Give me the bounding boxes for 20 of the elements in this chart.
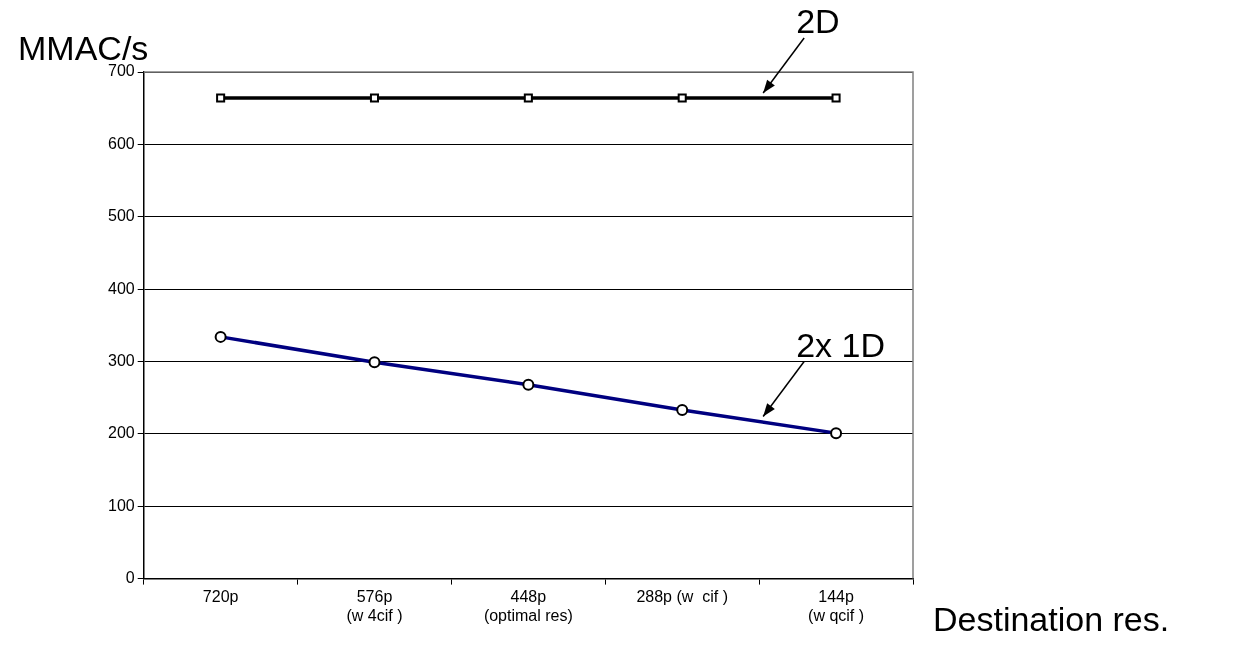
y-tick-label: 500 [107,207,135,225]
point [369,93,380,103]
x-tick-label: 144p (w qcif ) [808,587,865,624]
x-tick-label: 448p (optimal res) [483,587,573,624]
series-label: 2x 1D [796,325,885,364]
series-label: 2D [796,2,840,41]
y-tick-label: 200 [107,424,135,442]
y-tick-label: 0 [125,569,135,587]
y-tick-label: 400 [107,279,135,297]
point [216,93,226,103]
x-tick-label: 288p (w cif ) [636,587,729,605]
point [523,93,533,103]
y-tick-label: 300 [107,351,135,369]
point [831,93,841,103]
x-axis-title: Destination res. [933,599,1170,638]
x-tick-label: 720p [202,587,239,605]
point [677,93,687,103]
y-tick-label: 100 [107,496,135,514]
y-tick-label: 600 [107,134,135,152]
x-tick-label: 576p (w 4cif ) [346,587,403,624]
